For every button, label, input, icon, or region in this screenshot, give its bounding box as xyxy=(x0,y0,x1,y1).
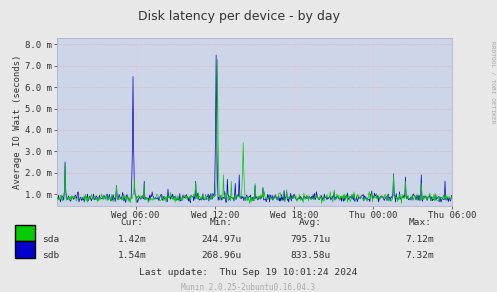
Text: Cur:: Cur: xyxy=(120,218,143,227)
Text: RRDTOOL / TOBI OETIKER: RRDTOOL / TOBI OETIKER xyxy=(491,41,496,123)
Text: Min:: Min: xyxy=(210,218,233,227)
Text: 1.42m: 1.42m xyxy=(117,235,146,244)
Text: Max:: Max: xyxy=(409,218,431,227)
Text: sda: sda xyxy=(42,235,60,244)
Text: Munin 2.0.25-2ubuntu0.16.04.3: Munin 2.0.25-2ubuntu0.16.04.3 xyxy=(181,283,316,292)
Text: Last update:  Thu Sep 19 10:01:24 2024: Last update: Thu Sep 19 10:01:24 2024 xyxy=(139,268,358,277)
Text: 795.71u: 795.71u xyxy=(291,235,331,244)
Text: 1.54m: 1.54m xyxy=(117,251,146,260)
Text: sdb: sdb xyxy=(42,251,60,260)
Text: 244.97u: 244.97u xyxy=(201,235,241,244)
Text: 268.96u: 268.96u xyxy=(201,251,241,260)
Text: 7.32m: 7.32m xyxy=(406,251,434,260)
Text: Avg:: Avg: xyxy=(299,218,322,227)
Text: Disk latency per device - by day: Disk latency per device - by day xyxy=(138,10,339,23)
Text: 7.12m: 7.12m xyxy=(406,235,434,244)
Text: 833.58u: 833.58u xyxy=(291,251,331,260)
Y-axis label: Average IO Wait (seconds): Average IO Wait (seconds) xyxy=(13,55,22,189)
